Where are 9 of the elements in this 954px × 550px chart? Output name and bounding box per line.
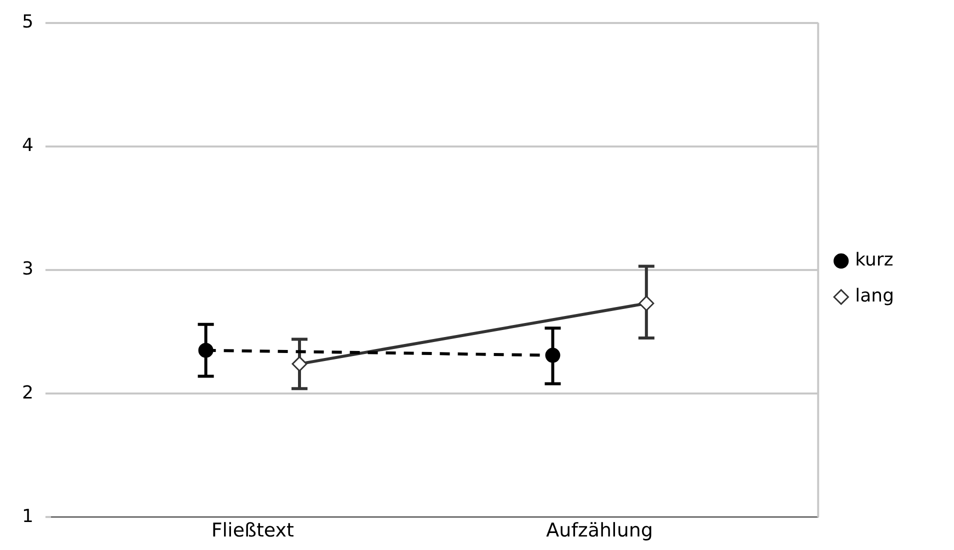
legend-label: kurz [855, 250, 894, 271]
y-tick-label: 3 [22, 258, 34, 280]
y-tick-label: 1 [22, 506, 34, 527]
y-tick-label: 2 [22, 382, 34, 404]
y-tick-label: 5 [22, 11, 34, 32]
x-tick-label: Fließtext [211, 520, 294, 542]
y-tick-label: 4 [22, 135, 34, 156]
x-tick-label: Aufzählung [546, 520, 653, 542]
legend-label: lang [855, 286, 894, 307]
